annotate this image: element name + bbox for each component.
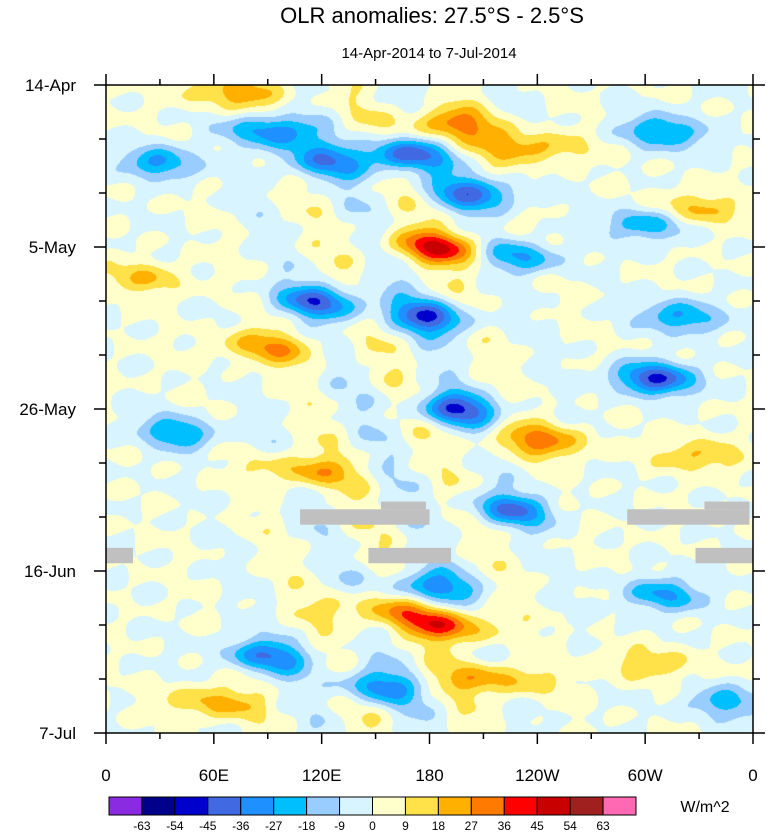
missing-data-bar bbox=[380, 501, 426, 510]
colorbar-swatch bbox=[273, 796, 308, 816]
colorbar-swatch bbox=[372, 796, 406, 816]
x-tick-label: 60E bbox=[199, 766, 229, 785]
colorbar: -63 -54 -45 -36 -27 -18 -9 0 9 18 27 36 45 54 63 bbox=[108, 796, 637, 833]
anomaly-field bbox=[106, 85, 753, 733]
missing-data bbox=[106, 501, 753, 564]
colorbar-label: -63 bbox=[133, 819, 151, 833]
colorbar-label: -18 bbox=[298, 819, 316, 833]
x-tick-label: 60W bbox=[628, 766, 663, 785]
colorbar-label: 18 bbox=[432, 819, 446, 833]
colorbar-label: 27 bbox=[465, 819, 479, 833]
colorbar-label: -27 bbox=[265, 819, 283, 833]
colorbar-swatch bbox=[174, 796, 209, 816]
colorbar-swatch bbox=[108, 796, 143, 816]
chart-subtitle: 14-Apr-2014 to 7-Jul-2014 bbox=[341, 45, 516, 62]
missing-data-bar bbox=[627, 509, 750, 525]
colorbar-swatch bbox=[437, 796, 472, 816]
y-tick-label: 16-Jun bbox=[24, 562, 76, 581]
colorbar-label: 45 bbox=[531, 819, 545, 833]
colorbar-label: -45 bbox=[199, 819, 217, 833]
colorbar-label: -9 bbox=[334, 819, 345, 833]
missing-data-bar bbox=[368, 547, 452, 564]
colorbar-label: 9 bbox=[402, 819, 409, 833]
colorbar-label: 36 bbox=[498, 819, 512, 833]
y-tick-label: 5-May bbox=[29, 238, 77, 257]
colorbar-label: -54 bbox=[166, 819, 184, 833]
x-tick-label: 120W bbox=[515, 766, 559, 785]
missing-data-bar bbox=[300, 509, 430, 525]
colorbar-swatch bbox=[339, 796, 373, 816]
colorbar-swatch bbox=[602, 796, 637, 816]
colorbar-swatch bbox=[470, 796, 505, 816]
colorbar-swatch bbox=[569, 796, 604, 816]
x-tick-label: 0 bbox=[748, 766, 757, 785]
x-tick-label: 120E bbox=[302, 766, 342, 785]
colorbar-swatch bbox=[306, 796, 341, 816]
colorbar-swatch bbox=[207, 796, 242, 816]
missing-data-bar bbox=[695, 547, 753, 564]
x-tick-label: 180 bbox=[415, 766, 443, 785]
colorbar-label: -36 bbox=[232, 819, 250, 833]
x-axis: 0 60E 120E 180 120W 60W 0 bbox=[101, 74, 758, 785]
y-tick-label: 14-Apr bbox=[25, 76, 76, 95]
units-label: W/m^2 bbox=[680, 799, 729, 816]
colorbar-swatch bbox=[536, 796, 571, 816]
missing-data-bar bbox=[704, 501, 750, 510]
colorbar-label: 54 bbox=[563, 819, 577, 833]
colorbar-swatch bbox=[503, 796, 538, 816]
plot-area bbox=[105, 84, 754, 734]
chart-title: OLR anomalies: 27.5°S - 2.5°S bbox=[280, 3, 584, 28]
colorbar-swatch bbox=[240, 796, 275, 816]
missing-data-bar bbox=[106, 547, 133, 564]
colorbar-swatch bbox=[404, 796, 439, 816]
colorbar-swatch bbox=[141, 796, 176, 816]
y-axis: 14-Apr 5-May 26-May 16-Jun 7-Jul bbox=[19, 76, 765, 743]
y-tick-label: 7-Jul bbox=[39, 724, 76, 743]
x-tick-label: 0 bbox=[101, 766, 110, 785]
colorbar-label: 63 bbox=[596, 819, 610, 833]
y-tick-label: 26-May bbox=[19, 400, 76, 419]
colorbar-label: 0 bbox=[369, 819, 376, 833]
